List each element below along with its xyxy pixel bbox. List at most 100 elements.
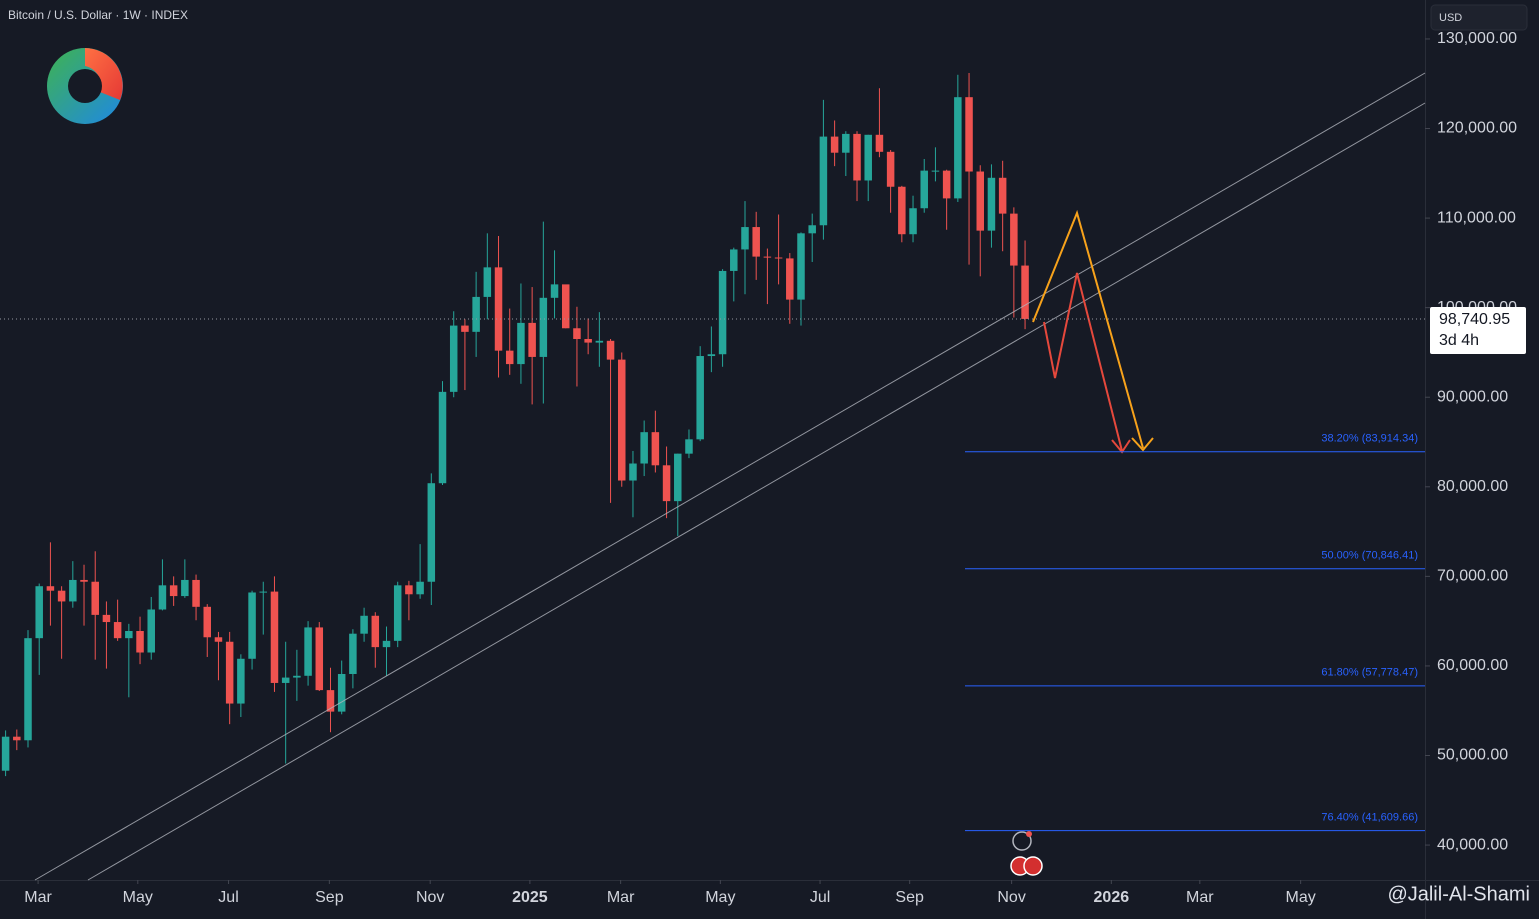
y-tick-label: 110,000.00	[1437, 209, 1516, 226]
candle-body	[449, 325, 458, 392]
candle-body	[774, 257, 783, 259]
candle-body	[763, 256, 772, 258]
candles	[1, 72, 1029, 777]
candle-body	[618, 359, 626, 481]
candle-body	[539, 297, 548, 357]
candle-body	[483, 267, 492, 297]
candle-body	[954, 97, 962, 199]
candle-body	[674, 453, 682, 502]
candle-body	[46, 586, 55, 591]
logo-segment	[85, 48, 123, 100]
fib-label: 50.00% (70,846.41)	[1321, 550, 1418, 562]
candle-body	[259, 591, 268, 593]
candle-body	[651, 432, 660, 466]
candle-body	[237, 658, 245, 704]
candle-body	[192, 579, 200, 607]
candle-body	[931, 170, 940, 172]
candle-body	[315, 627, 324, 691]
candle-body	[1, 736, 10, 771]
x-tick-label: Nov	[416, 889, 444, 906]
candle-body	[393, 585, 402, 641]
candle-body	[169, 585, 178, 597]
candle-body	[24, 638, 32, 741]
candle-body	[371, 615, 380, 648]
x-tick-label: May	[1286, 889, 1316, 906]
trend-line	[87, 102, 1426, 881]
fib-label: 61.80% (57,778.47)	[1321, 667, 1418, 679]
candle-body	[976, 171, 984, 231]
candle-body	[808, 225, 816, 234]
candle-body	[35, 586, 43, 639]
candle-body	[136, 631, 144, 653]
y-tick-label: 80,000.00	[1437, 478, 1508, 495]
candle-body	[360, 615, 368, 634]
candle-body	[528, 322, 536, 357]
y-tick-label: 70,000.00	[1437, 568, 1508, 585]
candle-body	[147, 609, 155, 653]
candle-body	[662, 465, 671, 502]
candle-body	[595, 340, 604, 343]
x-tick-label: 2025	[512, 889, 548, 906]
y-tick-label: 40,000.00	[1437, 836, 1508, 853]
candle-body	[517, 322, 525, 365]
candle-body	[998, 177, 1007, 214]
candle-body	[102, 614, 111, 623]
candle-body	[909, 208, 917, 235]
x-tick-label: Nov	[997, 889, 1025, 906]
chart-title: Bitcoin / U.S. Dollar · 1W · INDEX	[8, 8, 188, 22]
candle-body	[281, 677, 290, 683]
candle-body	[696, 356, 704, 440]
candle-body	[494, 267, 503, 351]
candle-body	[181, 579, 189, 597]
candle-body	[920, 170, 928, 209]
fib-label: 76.40% (41,609.66)	[1321, 812, 1418, 824]
candle-body	[69, 579, 77, 602]
candle-body	[819, 136, 828, 226]
candle-body	[382, 640, 391, 648]
event-icons	[1010, 831, 1043, 876]
countdown: 3d 4h	[1439, 332, 1479, 349]
candle-body	[864, 134, 872, 181]
candle-body	[405, 585, 413, 595]
x-tick-label: Sep	[895, 889, 924, 906]
candle-body	[505, 350, 514, 365]
candle-body	[830, 136, 839, 153]
y-tick-label: 120,000.00	[1437, 120, 1517, 137]
candle-body	[337, 673, 346, 712]
x-tick-label: Mar	[24, 889, 52, 906]
event-dot	[1026, 831, 1032, 837]
candle-body	[326, 690, 335, 712]
candle-body	[349, 633, 357, 674]
candle-body	[248, 592, 256, 659]
logo	[47, 48, 123, 124]
candle-body	[1010, 213, 1018, 266]
candle-body	[550, 284, 559, 298]
projection-arrow	[1043, 272, 1123, 452]
candle-body	[13, 736, 21, 741]
flag-icon	[1023, 856, 1043, 876]
candle-body	[438, 391, 447, 484]
currency-label: USD	[1439, 12, 1462, 24]
y-tick-label: 130,000.00	[1437, 30, 1517, 47]
y-tick-label: 60,000.00	[1437, 657, 1508, 674]
last-price-box	[1430, 306, 1526, 354]
candle-body	[730, 249, 738, 271]
candle-body	[629, 463, 637, 481]
candle-body	[886, 151, 895, 187]
candle-body	[752, 227, 760, 257]
candle-body	[203, 606, 212, 638]
x-tick-label: 2026	[1094, 889, 1130, 906]
watermark: @Jalil-Al-Shami	[1387, 883, 1530, 905]
candle-body	[842, 133, 850, 153]
candle-body	[214, 637, 223, 642]
candle-body	[707, 354, 716, 357]
candle-body	[125, 631, 133, 639]
currency-box[interactable]	[1430, 4, 1528, 31]
candle-body	[942, 170, 951, 199]
candle-body	[786, 258, 794, 300]
y-tick-label: 50,000.00	[1437, 747, 1508, 764]
arrow-head	[1131, 437, 1154, 452]
